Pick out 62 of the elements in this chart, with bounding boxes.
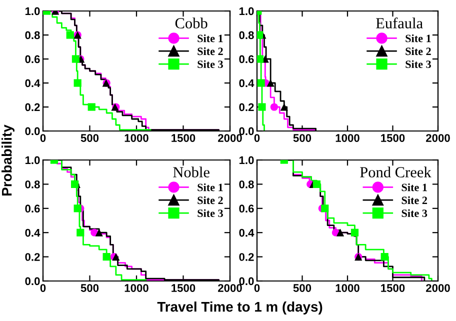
legend-title: Pond Creek	[360, 166, 432, 178]
y-tick-label: 0.6	[239, 204, 254, 213]
x-tick-label: 1500	[172, 134, 196, 142]
y-tick-label: 0.8	[239, 180, 254, 188]
y-tick-label: 0.8	[239, 31, 254, 40]
legend-label: Site 1	[198, 34, 223, 42]
y-tick-label: 0.4	[239, 79, 254, 88]
legend-title: Noble	[173, 166, 210, 178]
x-tick-label: 500	[293, 284, 312, 292]
y-tick-label: 1.0	[25, 7, 40, 16]
x-tick-label: 2000	[218, 134, 242, 142]
x-tick-label: 2000	[426, 134, 450, 142]
x-tick-label: 500	[80, 284, 99, 292]
legend-label: Site 3	[406, 60, 431, 68]
y-tick-label: 0.2	[25, 253, 40, 261]
legend-label: Site 3	[402, 209, 428, 218]
legend-label: Site 3	[198, 209, 223, 218]
y-tick-label: 0.0	[25, 277, 40, 286]
x-tick-label: 0	[40, 284, 46, 292]
legend-label: Site 2	[198, 196, 223, 204]
x-tick-label: 500	[80, 134, 99, 142]
y-tick-label: 0.8	[25, 180, 40, 188]
y-tick-label: 0.4	[25, 79, 40, 88]
x-tick-label: 1500	[172, 284, 196, 292]
y-tick-label: 1.0	[239, 156, 254, 164]
y-tick-label: 0.0	[239, 277, 254, 286]
x-tick-label: 1500	[381, 284, 405, 292]
y-tick-label: 1.0	[239, 7, 254, 16]
legend-title: Eufaula	[376, 18, 423, 28]
y-tick-label: 0.2	[239, 253, 254, 261]
y-tick-label: 0.6	[239, 55, 254, 64]
legend-label: Site 3	[198, 60, 223, 68]
legend-label: Site 1	[198, 183, 223, 192]
x-tick-label: 1500	[381, 134, 405, 142]
legend-label: Site 2	[198, 47, 223, 56]
x-tick-label: 0	[254, 134, 260, 142]
legend-label: Site 2	[402, 196, 428, 204]
x-tick-label: 2000	[426, 284, 450, 292]
legend-label: Site 2	[406, 47, 431, 56]
x-tick-label: 1000	[336, 134, 360, 142]
y-tick-label: 0.2	[239, 103, 254, 112]
x-tick-label: 1000	[124, 284, 148, 292]
y-tick-label: 0.4	[239, 228, 254, 237]
legend-label: Site 1	[406, 34, 431, 42]
x-tick-label: 0	[40, 134, 46, 142]
x-tick-label: 2000	[218, 284, 242, 292]
y-tick-label: 0.6	[25, 55, 40, 64]
x-tick-label: 1000	[124, 134, 148, 142]
y-tick-label: 0.0	[25, 127, 40, 136]
y-tick-label: 0.2	[25, 103, 40, 112]
y-tick-label: 0.4	[25, 228, 40, 237]
legend-title: Cobb	[175, 18, 208, 28]
y-tick-label: 1.0	[25, 156, 40, 164]
y-tick-label: 0.8	[25, 31, 40, 40]
x-axis-title: Travel Time to 1 m (days)	[157, 302, 322, 314]
y-tick-label: 0.6	[25, 204, 40, 213]
x-tick-label: 500	[293, 134, 312, 142]
x-tick-label: 0	[254, 284, 260, 292]
legend-label: Site 1	[402, 183, 427, 192]
y-axis-title: Probability	[2, 124, 14, 196]
x-tick-label: 1000	[336, 284, 360, 292]
y-tick-label: 0.0	[239, 127, 254, 136]
